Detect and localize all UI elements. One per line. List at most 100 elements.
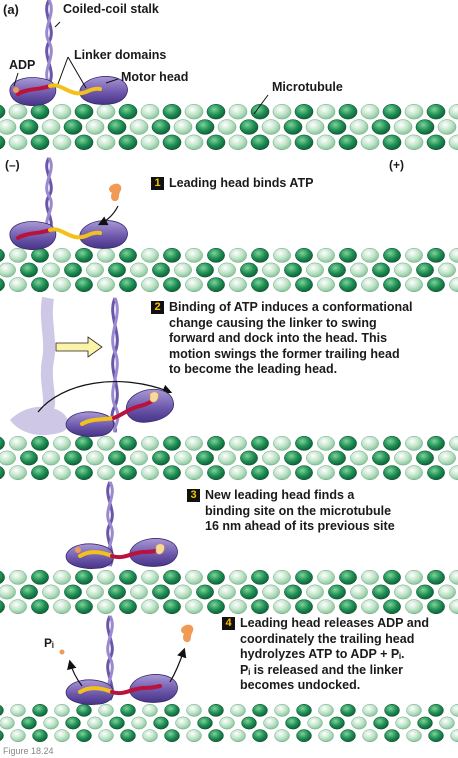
tubulin-alpha [208,703,224,717]
tubulin-beta [86,450,104,466]
step-2-badge: 2 [151,301,164,314]
tubulin-beta [142,703,158,717]
tubulin-beta [141,599,159,615]
stalk-2 [110,297,120,433]
tubulin-beta [53,277,71,293]
tubulin-beta [360,104,380,120]
tubulin-alpha [339,435,357,451]
tubulin-alpha [108,584,126,600]
tubulin-alpha [295,569,313,585]
tubulin-beta [141,277,159,293]
tubulin-alpha [118,104,138,120]
tubulin-alpha [32,703,48,717]
tubulin-beta [305,119,325,135]
tubulin-beta [316,104,336,120]
tubulin-alpha [427,435,445,451]
tubulin-beta [42,450,60,466]
tubulin-beta [9,435,27,451]
linker-red-4 [110,684,162,696]
tubulin-alpha [372,262,390,278]
tubulin-alpha [208,729,224,743]
tubulin-beta [229,435,247,451]
tubulin-alpha [383,435,401,451]
step-3-text: 3 New leading head finds a binding site o… [187,488,395,535]
tubulin-alpha [207,465,225,481]
tubulin-alpha [75,247,93,263]
tubulin-beta [272,104,292,120]
tubulin-beta [174,262,192,278]
tubulin-alpha [240,262,258,278]
tubulin-alpha [75,277,93,293]
tubulin-beta [131,716,147,730]
tubulin-alpha [427,569,445,585]
tubulin-alpha [196,450,214,466]
tubulin-beta [9,465,27,481]
motor-heads-a [9,76,128,106]
tubulin-alpha [295,247,313,263]
tubulin-beta [317,599,335,615]
tubulin-alpha [31,599,49,615]
tubulin-alpha [119,277,137,293]
tubulin-alpha [252,729,268,743]
ghost-previous-position-2 [10,296,69,436]
tubulin-alpha [0,248,5,262]
tubulin-beta [0,716,15,730]
tubulin-beta [263,716,279,730]
microtubule-band-2 [0,435,458,481]
tubulin-alpha [162,104,182,120]
tubulin-alpha [328,450,346,466]
tubulin-beta [274,729,290,743]
step-1-badge: 1 [151,177,164,190]
tubulin-beta [0,450,16,466]
tubulin-alpha [416,584,434,600]
tubulin-alpha [75,599,93,615]
tubulin-beta [54,729,70,743]
tubulin-beta [140,134,160,150]
tubulin-alpha [426,104,446,120]
step-3-line-2: binding site on the microtubule [205,503,392,518]
linker-red-2 [112,398,156,420]
tubulin-beta [317,465,335,481]
tubulin-beta [97,569,115,585]
tubulin-beta [185,277,203,293]
tubulin-alpha [31,569,49,585]
tubulin-beta [185,465,203,481]
linker-red-a [16,84,52,96]
tubulin-beta [185,435,203,451]
stalk-a [45,0,53,85]
step-2-line-5: to become the leading head. [169,362,338,376]
tubulin-beta [53,435,71,451]
tubulin-alpha [76,729,92,743]
tubulin-alpha [207,247,225,263]
tubulin-beta [449,599,458,615]
linker-red-1 [16,228,52,240]
tubulin-beta [405,435,423,451]
tubulin-beta [361,569,379,585]
tubulin-alpha [384,729,400,743]
tubulin-alpha [383,569,401,585]
tubulin-alpha [328,584,346,600]
tubulin-beta [217,119,237,135]
tubulin-alpha [383,247,401,263]
tubulin-beta [42,584,60,600]
tubulin-alpha [428,729,444,743]
tubulin-beta [350,450,368,466]
tubulin-alpha [32,729,48,743]
tubulin-beta [130,262,148,278]
tubulin-alpha [75,435,93,451]
tubulin-beta [394,262,412,278]
tubulin-beta [350,262,368,278]
tubulin-beta [228,104,248,120]
tubulin-alpha [207,599,225,615]
tubulin-alpha [416,450,434,466]
tubulin-alpha [195,119,215,135]
tubulin-alpha [427,247,445,263]
tubulin-beta [9,599,27,615]
tubulin-beta [219,716,235,730]
tubulin-beta [229,599,247,615]
tubulin-beta [41,119,61,135]
adp-dot-a [13,87,19,93]
tubulin-alpha [31,465,49,481]
step-1-line-1: Leading head binds ATP [169,176,314,190]
